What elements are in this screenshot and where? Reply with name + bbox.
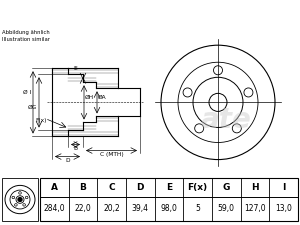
Text: A: A xyxy=(51,183,58,192)
Text: 59,0: 59,0 xyxy=(218,205,235,214)
Text: B: B xyxy=(80,183,86,192)
Text: 98,0: 98,0 xyxy=(160,205,177,214)
Text: G: G xyxy=(223,183,230,192)
Text: 39,4: 39,4 xyxy=(132,205,149,214)
Text: E: E xyxy=(74,66,77,71)
Text: 22,0: 22,0 xyxy=(75,205,92,214)
Text: 127,0: 127,0 xyxy=(244,205,266,214)
Circle shape xyxy=(18,198,22,201)
Text: E: E xyxy=(166,183,172,192)
Text: D: D xyxy=(65,158,70,162)
Bar xyxy=(2,178,38,221)
Text: Ø I: Ø I xyxy=(23,90,31,95)
Text: H: H xyxy=(251,183,259,192)
Text: F(x): F(x) xyxy=(35,118,46,123)
Text: Abbildung ähnlich
Illustration similar: Abbildung ähnlich Illustration similar xyxy=(2,30,50,42)
Text: ØG: ØG xyxy=(28,105,37,110)
Text: B: B xyxy=(74,146,77,151)
Text: 24.0122-0225.1    422225: 24.0122-0225.1 422225 xyxy=(50,7,250,21)
Text: 5: 5 xyxy=(195,205,200,214)
Text: C: C xyxy=(108,183,115,192)
Text: ate: ate xyxy=(201,106,251,134)
Text: ØA: ØA xyxy=(98,95,106,100)
Text: I: I xyxy=(282,183,285,192)
Text: D: D xyxy=(136,183,144,192)
Text: 284,0: 284,0 xyxy=(44,205,65,214)
Text: C (MTH): C (MTH) xyxy=(100,152,123,157)
Text: 20,2: 20,2 xyxy=(103,205,120,214)
Text: F(x): F(x) xyxy=(188,183,208,192)
Bar xyxy=(40,178,298,221)
Text: 13,0: 13,0 xyxy=(275,205,292,214)
Text: ØH: ØH xyxy=(85,95,94,100)
